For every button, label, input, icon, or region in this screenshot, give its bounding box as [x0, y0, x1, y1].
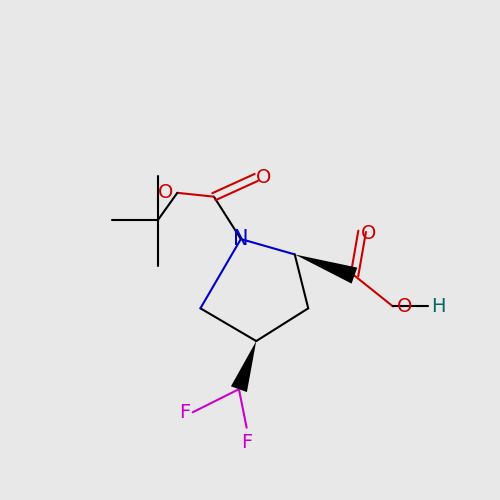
Text: O: O	[362, 224, 376, 243]
Text: F: F	[180, 403, 191, 422]
Polygon shape	[231, 341, 256, 392]
Text: O: O	[158, 184, 174, 203]
Text: H: H	[432, 297, 446, 316]
Text: N: N	[233, 229, 248, 249]
Text: O: O	[397, 297, 412, 316]
Text: F: F	[241, 434, 252, 452]
Polygon shape	[295, 254, 358, 284]
Text: O: O	[256, 168, 271, 187]
